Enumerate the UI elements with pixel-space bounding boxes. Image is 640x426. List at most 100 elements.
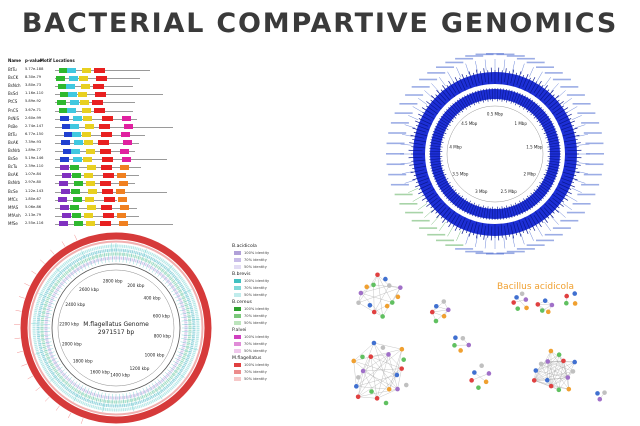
kbp-tick-label: 1600 kbp [90,370,110,375]
annotation-leader [456,67,462,78]
sequence-line [55,167,141,169]
annotation-tag [411,219,430,222]
gene-bar [411,159,426,162]
annotation-tag [536,239,554,242]
motif-row: BsSd 1.16e-110 [8,90,208,98]
network-label: Bacillus acidicola [497,282,575,292]
network-node [564,293,569,299]
network-edge [360,292,393,303]
sequence-line [55,175,139,177]
gene-bar [452,103,461,113]
hit-tick [122,250,125,263]
motif-box [101,205,112,211]
hit-tick [154,381,162,392]
gene-bar [508,90,513,102]
gene-bar [472,91,477,104]
legend-item: 100% identity [232,333,322,340]
gene-bar [429,147,442,150]
gene-bar [461,73,468,88]
annotation-leader [562,97,572,105]
network-edge [362,356,371,372]
gene-bar [429,142,442,145]
gene-bar [547,156,561,158]
legend-level: 100% identity [244,362,270,367]
row-name: BcTu [8,164,18,170]
gene-bar [526,101,536,113]
hit-tick [52,282,63,290]
gene-bar [480,89,484,103]
hit-tick [91,253,96,266]
gene-bar [431,167,443,172]
motif-box [67,67,76,73]
gene-bar [533,189,544,199]
motif-row: MfAS 5.06e-86 [8,204,208,212]
gene-bar [429,158,442,161]
gene-bar [497,67,500,82]
gene-bar [545,169,559,175]
gene-bar [546,139,560,143]
hit-tick [181,323,194,325]
hit-tick [50,363,61,371]
gene-bar [442,113,454,123]
gene-bar [454,101,464,113]
kbp-tick-label: 1000 kbp [145,352,165,357]
gene-bar [566,142,581,145]
motif-box [118,197,127,203]
gene-bar [437,120,449,128]
network-edge [370,356,398,390]
motif-box [74,180,83,186]
hit-tick [162,272,172,282]
network-node [523,297,529,302]
gene-bar [442,185,454,195]
gene-bar [418,187,431,195]
gene-label-mark [24,283,30,287]
network-node [383,276,388,282]
network-node [479,363,484,369]
network-edge [373,284,375,313]
legend-swatch [234,292,241,297]
sequence-line [55,183,135,185]
gene-bar [555,107,569,116]
gene-bar [477,206,482,218]
row-name: PsBe [8,123,18,129]
motif-box [61,140,70,146]
annotation-leader [528,230,534,241]
network-edge [550,354,560,387]
gene-bar [459,98,467,110]
gene-bar [560,177,575,184]
hit-tick [84,388,90,400]
motif-box [71,148,80,154]
kbp-tick-label: 200 kbp [127,283,144,288]
hit-tick [154,264,162,275]
hit-tick [76,260,84,271]
legend-level: 70% identity [244,257,267,262]
network-edge [535,360,564,371]
legend-item: 70% identity [232,368,322,375]
legend-swatch [234,348,241,353]
hit-tick [178,348,191,353]
motif-box [100,148,111,154]
row-name: PtCS [8,99,18,105]
gene-bar [480,205,484,219]
hit-tick [102,393,106,412]
gene-bar [536,185,548,195]
row-pvalue: 1.07e-84 [25,172,42,177]
gene-bar [524,77,531,91]
motif-box [80,99,89,105]
annotation-tag [560,86,579,88]
network-node [356,300,361,306]
gene-bar [475,69,480,84]
mbp-tick-label: 2.5 Mbp [501,189,518,194]
gene-bar [425,193,438,203]
annotation-tag [496,252,515,255]
motif-row: BsNrb 2.97e-80 [8,179,208,187]
gene-bar [513,204,518,217]
annotation-tag [586,153,604,155]
gene-label-mark [27,375,33,380]
motif-box [101,164,112,170]
gene-bar [444,188,454,197]
annotation-leader [431,216,439,225]
gene-label-mark [15,310,22,312]
gene-bar [544,94,555,105]
gene-bar [408,156,423,159]
